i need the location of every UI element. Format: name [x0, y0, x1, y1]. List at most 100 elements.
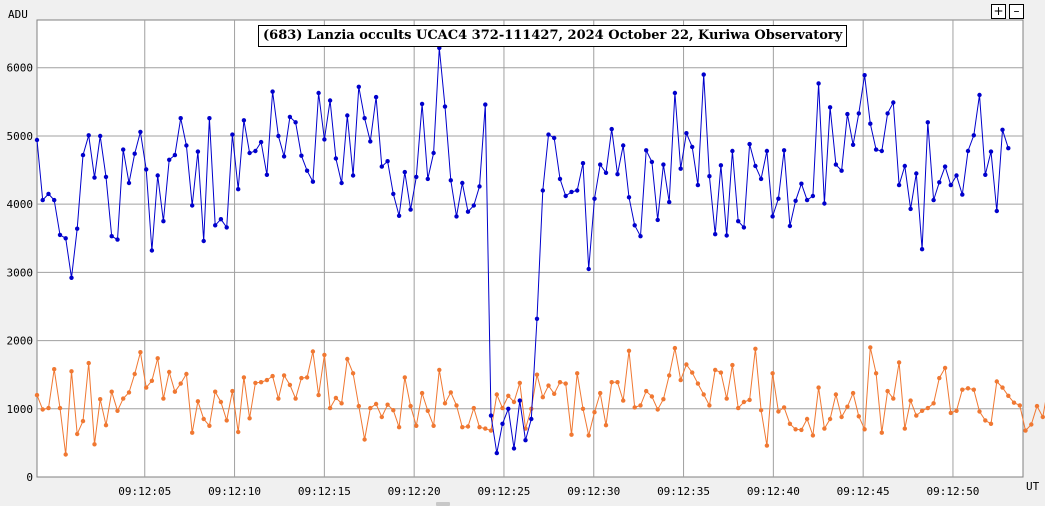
data-point — [293, 396, 298, 401]
data-point — [960, 192, 965, 197]
data-point — [373, 94, 379, 100]
data-point — [270, 373, 275, 379]
data-point — [494, 450, 499, 456]
data-point — [396, 213, 402, 218]
data-point — [540, 188, 545, 193]
x-tick-label: 09:12:45 — [837, 485, 890, 498]
data-point — [914, 171, 919, 176]
data-point — [879, 148, 884, 154]
data-point — [98, 397, 103, 402]
data-point — [603, 170, 609, 175]
data-point — [207, 423, 212, 428]
data-point — [810, 193, 816, 199]
data-point — [442, 401, 448, 406]
data-point — [552, 135, 557, 141]
data-point — [747, 141, 752, 147]
zoom-out-button[interactable]: – — [1009, 4, 1024, 19]
data-point — [488, 413, 494, 418]
data-point — [563, 193, 568, 199]
data-point — [138, 350, 143, 355]
series-line — [36, 47, 1009, 454]
data-point — [816, 81, 821, 86]
data-point — [144, 385, 149, 390]
data-point — [632, 405, 637, 410]
data-point — [546, 132, 551, 137]
x-tick-label: 09:12:35 — [657, 485, 710, 498]
data-point — [787, 223, 793, 229]
data-point — [431, 423, 436, 428]
data-point — [465, 209, 471, 214]
zoom-in-button[interactable]: + — [991, 4, 1006, 19]
data-point — [557, 176, 563, 182]
y-tick-label: 0 — [26, 471, 33, 484]
data-point — [333, 395, 339, 401]
x-tick-label: 09:12:25 — [477, 485, 530, 498]
data-point — [178, 381, 183, 386]
data-point — [109, 234, 114, 239]
data-point — [362, 116, 367, 121]
y-tick-label: 5000 — [7, 130, 34, 143]
data-point — [764, 443, 770, 448]
data-point — [253, 148, 258, 154]
data-point — [919, 247, 925, 252]
data-point — [868, 121, 873, 126]
data-point — [615, 172, 620, 177]
data-point — [161, 396, 166, 401]
data-point — [201, 238, 206, 244]
data-point — [264, 377, 270, 383]
data-point — [488, 428, 494, 433]
x-tick-label: 09:12:15 — [298, 485, 351, 498]
data-point — [396, 425, 402, 430]
data-point — [822, 426, 827, 431]
data-point — [121, 396, 126, 401]
data-point — [873, 371, 879, 376]
data-point — [730, 148, 735, 154]
data-point — [132, 371, 137, 377]
data-point — [52, 367, 57, 372]
data-point — [724, 233, 729, 238]
data-point — [644, 148, 649, 153]
data-point — [236, 187, 241, 192]
data-point — [713, 367, 718, 373]
data-point — [1023, 428, 1028, 433]
data-point — [942, 365, 948, 371]
data-point — [603, 423, 609, 428]
data-point — [419, 101, 425, 107]
data-point — [172, 152, 178, 158]
data-point — [373, 401, 379, 407]
data-point — [667, 373, 672, 378]
data-point — [1017, 403, 1022, 408]
data-point — [546, 383, 551, 388]
data-point — [833, 162, 839, 167]
data-point — [701, 392, 706, 397]
data-point — [799, 181, 804, 186]
data-point — [80, 152, 86, 158]
data-point — [1006, 393, 1011, 398]
data-point — [661, 162, 666, 167]
data-point — [534, 316, 540, 321]
data-point — [707, 174, 712, 179]
data-point — [891, 396, 896, 401]
data-point — [672, 90, 678, 96]
data-point — [304, 168, 310, 173]
data-point — [1011, 400, 1017, 405]
data-point — [632, 223, 637, 228]
series-target — [34, 45, 1011, 456]
data-point — [276, 396, 281, 401]
data-point — [649, 394, 655, 399]
data-point — [908, 206, 913, 212]
data-point — [52, 197, 57, 203]
data-point — [247, 150, 252, 156]
data-point — [621, 143, 626, 148]
data-point — [477, 425, 482, 430]
data-point — [379, 414, 384, 420]
data-point — [195, 399, 201, 404]
horizontal-scroll-grip[interactable] — [436, 502, 450, 506]
data-point — [75, 226, 80, 231]
y-tick-label: 3000 — [7, 266, 34, 279]
data-point — [1000, 127, 1005, 132]
data-point — [983, 172, 988, 177]
data-point — [425, 408, 430, 413]
data-point — [690, 144, 695, 150]
data-point — [701, 72, 706, 77]
